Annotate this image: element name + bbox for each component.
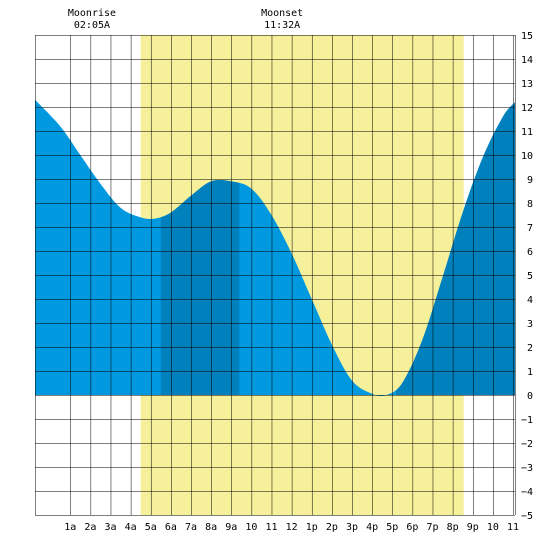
x-tick-label: 3p bbox=[346, 522, 358, 533]
x-tick-label: 1p bbox=[306, 522, 318, 533]
x-tick-label: 9p bbox=[467, 522, 479, 533]
x-tick-label: 4a bbox=[125, 522, 137, 533]
x-tick-label: 2p bbox=[326, 522, 338, 533]
x-tick-label: 2a bbox=[84, 522, 96, 533]
y-tick-label: −2 bbox=[521, 439, 533, 450]
y-tick-label: 6 bbox=[527, 247, 533, 258]
x-tick-label: 5a bbox=[145, 522, 157, 533]
y-tick-label: 9 bbox=[527, 175, 533, 186]
y-tick-label: 14 bbox=[521, 55, 533, 66]
tide-area bbox=[35, 99, 515, 397]
y-tick-label: −4 bbox=[521, 487, 533, 498]
x-tick-label: 12 bbox=[286, 522, 298, 533]
y-tick-label: 0 bbox=[527, 391, 533, 402]
y-tick-label: −3 bbox=[521, 463, 533, 474]
x-tick-labels: 1a 2a 3a 4a 5a 6a 7a 8a 9a 10 11 12 1p 2p 3p 4p 5p 6p 7p 8p… bbox=[64, 522, 519, 533]
y-tick-label: 1 bbox=[527, 367, 533, 378]
y-tick-label: −1 bbox=[521, 415, 533, 426]
moon-event-time-1: 02:05A bbox=[74, 20, 110, 31]
y-tick-label: 8 bbox=[527, 199, 533, 210]
y-tick-label: 7 bbox=[527, 223, 533, 234]
x-tick-label: 11 bbox=[265, 522, 277, 533]
x-tick-label: 8p bbox=[447, 522, 459, 533]
y-tick-label: 13 bbox=[521, 79, 533, 90]
x-tick-label: 5p bbox=[386, 522, 398, 533]
y-tick-label: 5 bbox=[527, 271, 533, 282]
x-tick-label: 4p bbox=[366, 522, 378, 533]
x-tick-label: 6p bbox=[406, 522, 418, 533]
x-tick-label: 7a bbox=[185, 522, 197, 533]
moon-event-name-2: Moonset bbox=[261, 8, 303, 19]
x-tick-label: 6a bbox=[165, 522, 177, 533]
grid-layer bbox=[35, 35, 516, 516]
x-tick-label: 9a bbox=[225, 522, 237, 533]
moon-event-time-2: 11:32A bbox=[264, 20, 300, 31]
y-tick-label: 4 bbox=[527, 295, 533, 306]
y-tick-label: 2 bbox=[527, 343, 533, 354]
x-tick-label: 10 bbox=[245, 522, 257, 533]
x-tick-label: 10 bbox=[487, 522, 499, 533]
x-tick-label: 7p bbox=[426, 522, 438, 533]
x-tick-label: 3a bbox=[104, 522, 116, 533]
moon-event-name-1: Moonrise bbox=[68, 8, 116, 19]
x-tick-label: 8a bbox=[205, 522, 217, 533]
y-tick-label: 10 bbox=[521, 151, 533, 162]
y-tick-label: 3 bbox=[527, 319, 533, 330]
x-tick-label: 1a bbox=[64, 522, 76, 533]
y-tick-label: 12 bbox=[521, 103, 533, 114]
x-tick-label: 11 bbox=[507, 522, 519, 533]
y-tick-label: 11 bbox=[521, 127, 533, 138]
y-tick-label: −5 bbox=[521, 511, 533, 522]
y-tick-label: 15 bbox=[521, 31, 533, 42]
